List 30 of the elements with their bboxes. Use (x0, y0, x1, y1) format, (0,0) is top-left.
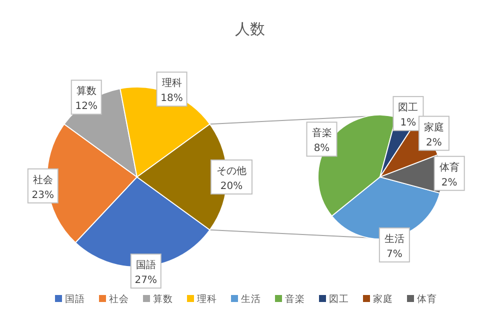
slice-label: 算数 (76, 85, 96, 98)
data-label: 2% (441, 177, 458, 188)
data-label: 7% (386, 248, 402, 260)
slice-label: 家庭 (424, 121, 444, 134)
slice-label: 図工 (398, 102, 418, 114)
legend-label: 算数 (153, 293, 173, 305)
legend-label: 体育 (417, 293, 437, 305)
legend-label: 家庭 (373, 293, 393, 305)
legend-label: 国語 (65, 293, 85, 305)
data-label: 8% (314, 143, 330, 154)
slice-label: 体育 (439, 161, 460, 174)
data-label: 2% (426, 137, 442, 148)
slice-label: 国語 (136, 259, 156, 272)
data-label: 18% (160, 93, 183, 104)
slice-label: 音楽 (312, 127, 332, 140)
legend-label: 生活 (241, 293, 261, 305)
slice-label: 理科 (162, 77, 182, 90)
data-label: 1% (400, 118, 416, 129)
slice-label: その他 (216, 165, 246, 177)
legend-label: 音楽 (285, 293, 305, 305)
legend-label: 社会 (109, 293, 129, 305)
data-label: 23% (32, 190, 54, 201)
legend-label: 理科 (197, 293, 217, 305)
data-label: 12% (75, 101, 98, 112)
legend-label: 図工 (329, 294, 349, 305)
slice-label: 社会 (32, 174, 53, 186)
slice-label: 生活 (384, 232, 404, 245)
chart-title: 人数 (235, 20, 265, 38)
data-label: 20% (220, 181, 243, 192)
data-label: 27% (134, 275, 158, 286)
